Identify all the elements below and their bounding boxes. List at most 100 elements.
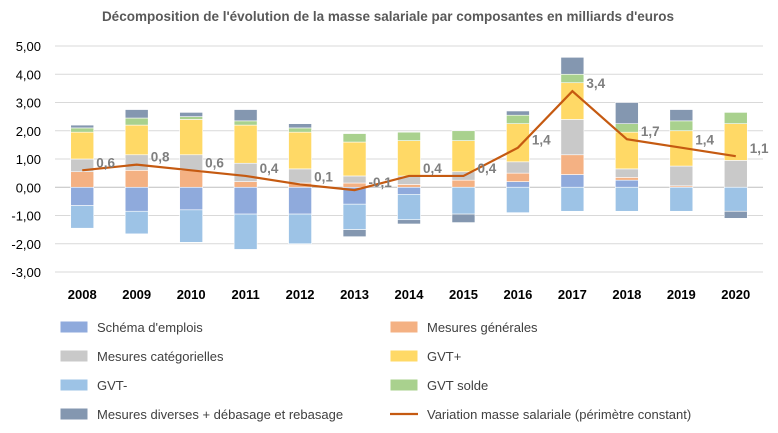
data-label: 3,4 xyxy=(586,76,605,91)
y-tick-label: -2,00 xyxy=(11,237,41,252)
bar-segment xyxy=(397,219,421,225)
bar-segment xyxy=(397,140,421,177)
bar-segment xyxy=(342,141,367,177)
bar-segment xyxy=(233,162,258,182)
bar-segment xyxy=(288,213,312,245)
y-tick-label: -3,00 xyxy=(11,265,41,280)
legend-swatch xyxy=(389,349,419,363)
bar-segment xyxy=(506,123,530,163)
y-tick-label: 1,00 xyxy=(16,152,41,167)
bar-segment xyxy=(124,170,149,188)
bar-segment xyxy=(179,116,203,120)
bar-segment xyxy=(669,165,694,187)
bar-segment xyxy=(179,209,203,243)
legend-label: Variation masse salariale (périmètre con… xyxy=(427,407,691,422)
data-label: 1,7 xyxy=(641,124,660,139)
legend: Schéma d'emplois Mesures générales Mesures… xyxy=(59,320,691,422)
data-label: 0,4 xyxy=(423,161,442,176)
data-label: 0,6 xyxy=(96,155,115,170)
bar-segment xyxy=(342,182,367,188)
legend-swatch xyxy=(389,378,419,392)
bar-segment xyxy=(342,229,367,237)
bar-segment xyxy=(451,130,476,141)
bar-segment xyxy=(233,213,258,250)
bar-segment xyxy=(669,109,694,122)
data-label: 0,1 xyxy=(314,169,333,184)
bar-segment xyxy=(288,127,312,133)
bar-segment xyxy=(288,168,312,184)
bar-segment xyxy=(124,124,149,156)
bar-segment xyxy=(669,120,694,132)
data-label: 1,4 xyxy=(532,133,551,148)
bar-segment xyxy=(723,160,748,188)
x-tick-label: 2013 xyxy=(340,287,369,302)
bar-segment xyxy=(560,73,585,84)
bar-segment xyxy=(723,186,748,212)
x-tick-label: 2019 xyxy=(667,287,696,302)
bar-segment xyxy=(397,184,421,188)
bar-segment xyxy=(179,154,203,171)
bar-segment xyxy=(124,154,149,171)
data-label: 1,1 xyxy=(750,141,769,156)
y-tick-label: 5,00 xyxy=(16,39,41,54)
bar-segment xyxy=(342,133,367,143)
bar-segment xyxy=(179,186,203,211)
bar-segment xyxy=(233,120,258,126)
data-label: -0,1 xyxy=(369,175,393,190)
y-tick-label: 0,00 xyxy=(16,180,41,195)
legend-label: GVT solde xyxy=(427,378,488,393)
bar-segment xyxy=(615,168,639,178)
bar-segment xyxy=(669,186,694,212)
bar-segment xyxy=(723,112,748,124)
bar-segment xyxy=(615,102,639,124)
bar-segment xyxy=(179,119,203,156)
bar-segment xyxy=(560,154,585,175)
bar-segment xyxy=(560,119,585,156)
data-label: 0,8 xyxy=(151,150,170,165)
bar-segment xyxy=(560,186,585,212)
x-tick-label: 2018 xyxy=(612,287,641,302)
bar-segment xyxy=(506,110,530,116)
x-axis-ticks: 2008 2009 2010 2011 2012 2013 2014 2015 2016 2017… xyxy=(68,287,750,302)
x-tick-label: 2011 xyxy=(232,287,260,302)
bar-segment xyxy=(451,140,476,173)
legend-swatch xyxy=(389,320,419,334)
bar-segment xyxy=(451,186,476,215)
x-tick-label: 2012 xyxy=(286,287,315,302)
bar-segment xyxy=(506,161,530,174)
y-tick-label: -1,00 xyxy=(11,209,41,224)
bar-segment xyxy=(70,124,95,129)
legend-swatch xyxy=(59,349,89,363)
legend-label: Mesures catégorielles xyxy=(97,349,224,364)
bar-segment xyxy=(397,131,421,141)
bar-segment xyxy=(615,177,639,181)
x-tick-label: 2017 xyxy=(558,287,587,302)
bar-segment xyxy=(506,186,530,213)
x-tick-label: 2014 xyxy=(395,287,425,302)
data-label: 0,4 xyxy=(477,161,496,176)
bar-segment xyxy=(233,186,258,215)
legend-label: Mesures générales xyxy=(427,320,538,335)
bar-segment xyxy=(124,109,149,119)
bar-segment xyxy=(179,170,203,188)
bar-segment xyxy=(506,181,530,188)
y-tick-label: 4,00 xyxy=(16,67,41,82)
bar-segment xyxy=(615,179,639,188)
bar-segment xyxy=(342,175,367,184)
bar-segment xyxy=(615,131,639,170)
bar-segment xyxy=(70,131,95,160)
y-axis-ticks: -3,00 -2,00 -1,00 0,00 1,00 2,00 3,00 4,00 5,00 xyxy=(11,39,41,280)
bar-segment xyxy=(70,186,95,206)
bar-segment xyxy=(179,112,203,117)
bar-segment xyxy=(506,114,530,124)
bar-segment xyxy=(506,172,530,182)
legend-label: Schéma d'emplois xyxy=(97,320,203,335)
bar-segment xyxy=(70,205,95,229)
legend-swatch xyxy=(59,378,89,392)
bar-segment xyxy=(560,174,585,188)
bar-segment xyxy=(288,186,312,215)
bar-segment xyxy=(124,117,149,126)
bar-segment xyxy=(124,186,149,212)
legend-swatch xyxy=(59,320,89,334)
